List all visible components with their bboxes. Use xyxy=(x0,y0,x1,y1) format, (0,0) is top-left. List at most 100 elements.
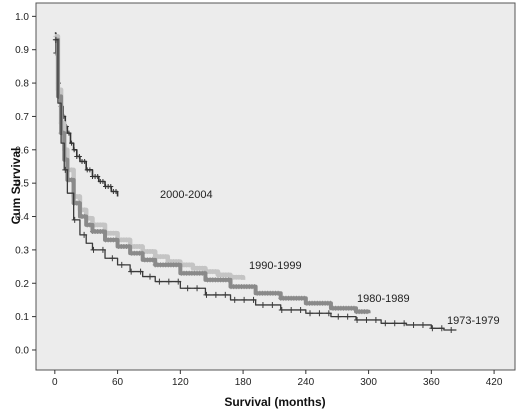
censor-mark xyxy=(99,246,106,253)
y-tick-label: 0.7 xyxy=(15,112,29,123)
censor-mark xyxy=(212,269,218,275)
censor-mark xyxy=(165,278,172,285)
censor-mark xyxy=(146,273,153,280)
censor-mark xyxy=(252,284,258,290)
censor-mark xyxy=(87,222,93,228)
x-tick-label: 120 xyxy=(172,377,189,388)
censor-mark xyxy=(275,290,281,296)
censor-mark xyxy=(351,305,357,311)
plot-area xyxy=(35,2,516,371)
censor-mark xyxy=(137,268,144,275)
censor-mark xyxy=(163,254,169,260)
censor-mark xyxy=(76,194,82,200)
censor-mark xyxy=(109,255,116,262)
censor-mark xyxy=(52,36,59,43)
y-tick-label: 0.0 xyxy=(15,345,29,356)
censor-mark xyxy=(202,270,208,276)
y-tick-label: 1.0 xyxy=(15,12,29,23)
censor-mark xyxy=(401,320,408,327)
censor-mark xyxy=(364,309,370,315)
censor-mark xyxy=(194,285,201,292)
censor-mark xyxy=(269,301,276,308)
censor-mark xyxy=(250,296,257,303)
censor-mark xyxy=(222,291,229,298)
censor-mark xyxy=(225,277,231,283)
y-tick-label: 0.2 xyxy=(15,279,29,290)
censor-mark xyxy=(113,237,119,243)
censor-mark xyxy=(62,166,69,173)
censor-mark xyxy=(203,291,210,298)
censor-mark xyxy=(139,250,145,256)
series-1973-1979 xyxy=(52,36,457,333)
censor-mark xyxy=(66,130,72,136)
censor-mark xyxy=(288,306,295,313)
censor-mark xyxy=(297,306,304,313)
censor-mark xyxy=(189,262,195,268)
censor-mark xyxy=(212,291,219,298)
censor-mark xyxy=(150,257,156,263)
censor-mark xyxy=(438,325,445,332)
censor-mark xyxy=(128,268,135,275)
censor-mark xyxy=(278,306,285,313)
censor-mark xyxy=(69,140,75,146)
censor-mark xyxy=(113,230,119,236)
censor-mark xyxy=(61,130,67,136)
censor-mark xyxy=(259,301,266,308)
censor-mark xyxy=(382,320,389,327)
y-axis-title: Cum Survival xyxy=(9,148,23,225)
censor-mark xyxy=(176,262,182,268)
censor-mark xyxy=(100,229,106,235)
censor-mark xyxy=(71,147,77,153)
censor-mark xyxy=(118,261,125,268)
censor-mark xyxy=(175,278,182,285)
censor-mark xyxy=(95,173,101,179)
censor-mark xyxy=(410,321,417,328)
censor-mark xyxy=(241,296,248,303)
censor-mark xyxy=(87,167,93,173)
censor-mark xyxy=(81,231,88,238)
series-layer xyxy=(52,32,457,333)
censor-mark xyxy=(316,310,323,317)
series-label: 1973-1979 xyxy=(447,315,500,327)
y-tick-label: 0.3 xyxy=(15,245,29,256)
censor-mark xyxy=(448,326,455,333)
x-axis: 0 60 120 180 240 300 360 420 xyxy=(52,370,503,388)
censor-mark xyxy=(156,278,163,285)
y-tick-label: 0.6 xyxy=(15,145,29,156)
x-tick-label: 420 xyxy=(486,377,503,388)
censor-mark xyxy=(150,249,156,255)
censor-mark xyxy=(239,274,245,280)
y-tick-label: 0.8 xyxy=(15,79,29,90)
censor-mark xyxy=(344,313,351,320)
censor-mark xyxy=(69,167,75,173)
censor-mark xyxy=(335,313,342,320)
x-tick-label: 60 xyxy=(112,377,124,388)
censor-mark xyxy=(82,214,88,220)
censor-mark xyxy=(327,300,333,306)
y-tick-label: 0.9 xyxy=(15,45,29,56)
y-axis: 0.0 0.1 0.2 0.3 0.4 0.5 0.6 0.7 0.8 0.9 1.0 xyxy=(15,12,36,356)
x-tick-label: 360 xyxy=(423,377,440,388)
series-label: 1990-1999 xyxy=(249,260,302,272)
censor-mark xyxy=(391,320,398,327)
censor-mark xyxy=(82,207,88,213)
series-label: 2000-2004 xyxy=(160,189,213,201)
censor-mark xyxy=(90,246,97,253)
censor-mark xyxy=(113,189,119,195)
series-1980-1989 xyxy=(53,37,371,315)
censor-mark xyxy=(307,310,314,317)
y-tick-label: 0.1 xyxy=(15,312,29,323)
censor-mark xyxy=(100,178,106,184)
censor-mark xyxy=(354,316,361,323)
y-tick-label: 0.4 xyxy=(15,212,29,223)
censor-mark xyxy=(301,295,307,301)
x-tick-label: 240 xyxy=(297,377,314,388)
censor-mark xyxy=(325,310,332,317)
censor-mark xyxy=(363,316,370,323)
censor-mark xyxy=(126,244,132,250)
censor-mark xyxy=(100,222,106,228)
series-label: 1980-1989 xyxy=(357,293,410,305)
series-labels: 2000-2004 1990-1999 1980-1989 1973-1979 xyxy=(160,189,500,327)
censor-mark xyxy=(82,158,88,164)
